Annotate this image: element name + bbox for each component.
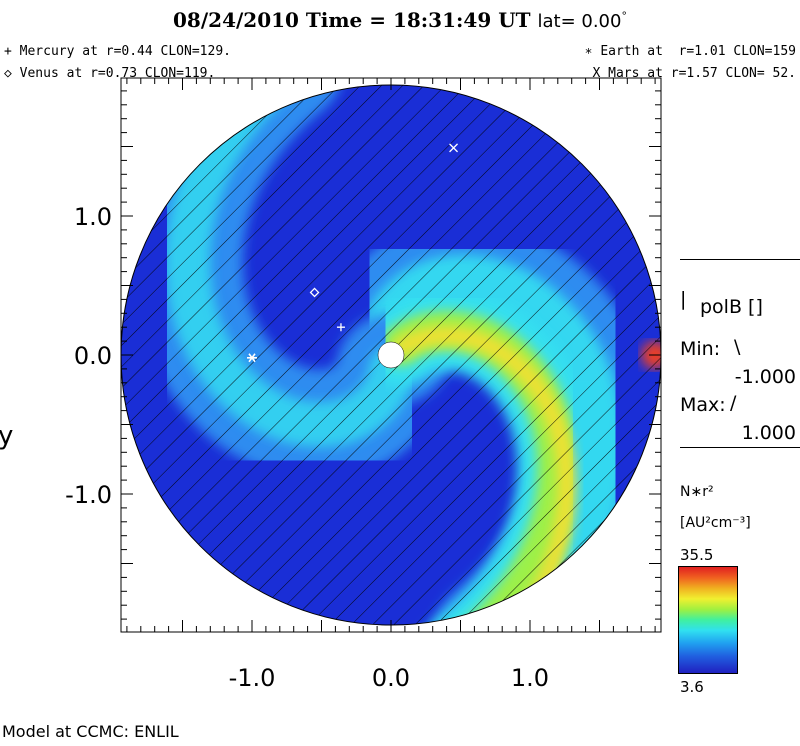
panel-divider-top	[680, 259, 800, 260]
x-tick-label: -1.0	[229, 664, 276, 692]
panel-divider-bottom	[680, 447, 800, 448]
min-slash-icon: \	[734, 336, 741, 358]
y-tick-label: 1.0	[74, 203, 112, 231]
x-tick-label: 1.0	[511, 664, 549, 692]
colorbar-max-label: 35.5	[680, 546, 714, 564]
min-label: Min:	[680, 338, 721, 360]
legend-earth: ∗ Earth at r=1.01 CLON=159	[584, 44, 796, 59]
legend-mars: X Mars at r=1.57 CLON= 52.	[592, 66, 797, 81]
y-tick-label: -1.0	[65, 481, 112, 509]
colorbar-label: N∗r²	[680, 484, 714, 500]
max-value: 1.000	[741, 422, 796, 444]
chart-title: 08/24/2010 Time = 18:31:49 UT lat= 0.00°	[0, 8, 800, 32]
polarity-bar-icon: |	[680, 288, 687, 310]
y-axis-label: y	[0, 421, 13, 451]
model-credit: Model at CCMC: ENLIL	[2, 722, 179, 741]
colorbar	[678, 566, 738, 674]
x-tick-label: 0.0	[372, 664, 410, 692]
colorbar-min-label: 3.6	[680, 678, 704, 696]
polarity-label: polB []	[700, 296, 763, 318]
legend-mercury: + Mercury at r=0.44 CLON=129.	[4, 44, 231, 59]
colorbar-unit: [AU²cm⁻³]	[680, 515, 751, 531]
planet-venus-marker	[309, 287, 320, 298]
planet-markers	[247, 143, 459, 363]
max-label: Max:	[680, 394, 726, 416]
title-text: 08/24/2010 Time = 18:31:49 UT	[173, 8, 531, 32]
legend-venus: ◇ Venus at r=0.73 CLON=119.	[4, 66, 216, 81]
lat-unit: °	[621, 9, 627, 23]
planet-earth-marker	[247, 353, 257, 363]
sun-marker	[377, 341, 405, 369]
axis-tick-labels: -1.0 0.0 1.0 -1.0 0.0 1.0	[65, 203, 549, 692]
max-slash-icon: /	[730, 392, 737, 414]
lat-label: lat= 0.00	[537, 11, 622, 32]
y-tick-label: 0.0	[74, 342, 112, 370]
planet-mercury-marker	[336, 323, 345, 332]
axis-ticks	[121, 78, 661, 632]
min-value: -1.000	[734, 366, 796, 388]
planet-mars-marker	[449, 143, 459, 153]
